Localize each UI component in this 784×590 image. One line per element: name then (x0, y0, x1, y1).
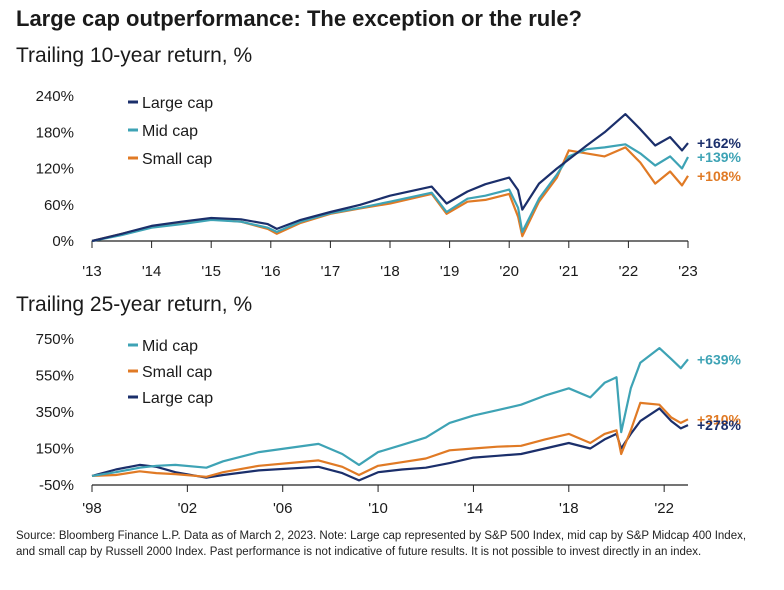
x-tick-label: '14 (464, 500, 484, 517)
series-line-mid-cap (91, 347, 689, 477)
end-value-label-large: +162% (697, 135, 742, 151)
series-line-large-cap (91, 407, 689, 482)
legend-label-mid: Mid cap (142, 338, 198, 355)
y-tick-label: 350% (36, 404, 74, 421)
series-line-mid-cap (91, 143, 689, 243)
x-tick-label: '10 (368, 500, 388, 517)
x-tick-label: '19 (440, 263, 460, 280)
chart-1-title: Trailing 10-year return, % (16, 44, 253, 67)
chart-2-title: Trailing 25-year return, % (16, 293, 253, 316)
x-tick-label: '98 (82, 500, 102, 517)
y-tick-label: 60% (44, 197, 74, 214)
x-tick-label: '21 (559, 263, 579, 280)
source-note: Source: Bloomberg Finance L.P. Data as o… (16, 530, 747, 558)
x-tick-label: '18 (559, 500, 579, 517)
x-tick-label: '02 (178, 500, 198, 517)
x-tick-label: '20 (499, 263, 519, 280)
y-tick-label: 550% (36, 368, 74, 385)
x-tick-label: '18 (380, 263, 400, 280)
x-tick-label: '06 (273, 500, 293, 517)
series-line-small-cap (91, 401, 689, 478)
end-value-label-small: +310% (697, 411, 742, 427)
y-tick-label: 120% (36, 161, 74, 178)
legend-label-mid: Mid cap (142, 123, 198, 140)
chart-main-title: Large cap outperformance: The exception … (16, 6, 582, 31)
y-tick-label: 750% (36, 331, 74, 348)
y-tick-label: -50% (39, 477, 74, 494)
legend-label-large: Large cap (142, 95, 213, 112)
end-value-label-mid: +139% (697, 149, 742, 165)
series-line-large-cap (91, 112, 689, 243)
y-tick-label: 180% (36, 124, 74, 141)
x-tick-label: '23 (678, 263, 698, 280)
x-tick-label: '22 (619, 263, 639, 280)
y-tick-label: 240% (36, 88, 74, 105)
y-tick-label: 0% (52, 233, 74, 250)
end-value-label-mid: +639% (697, 351, 742, 367)
y-tick-label: 150% (36, 441, 74, 458)
x-tick-label: '16 (261, 263, 281, 280)
x-tick-label: '14 (142, 263, 162, 280)
legend-label-large: Large cap (142, 390, 213, 407)
x-tick-label: '17 (321, 263, 341, 280)
x-tick-label: '13 (82, 263, 102, 280)
x-tick-label: '15 (201, 263, 221, 280)
x-tick-label: '22 (654, 500, 674, 517)
end-value-label-large: +278% (697, 417, 742, 433)
legend-label-small: Small cap (142, 364, 212, 381)
end-value-label-small: +108% (697, 168, 742, 184)
legend-label-small: Small cap (142, 151, 212, 168)
